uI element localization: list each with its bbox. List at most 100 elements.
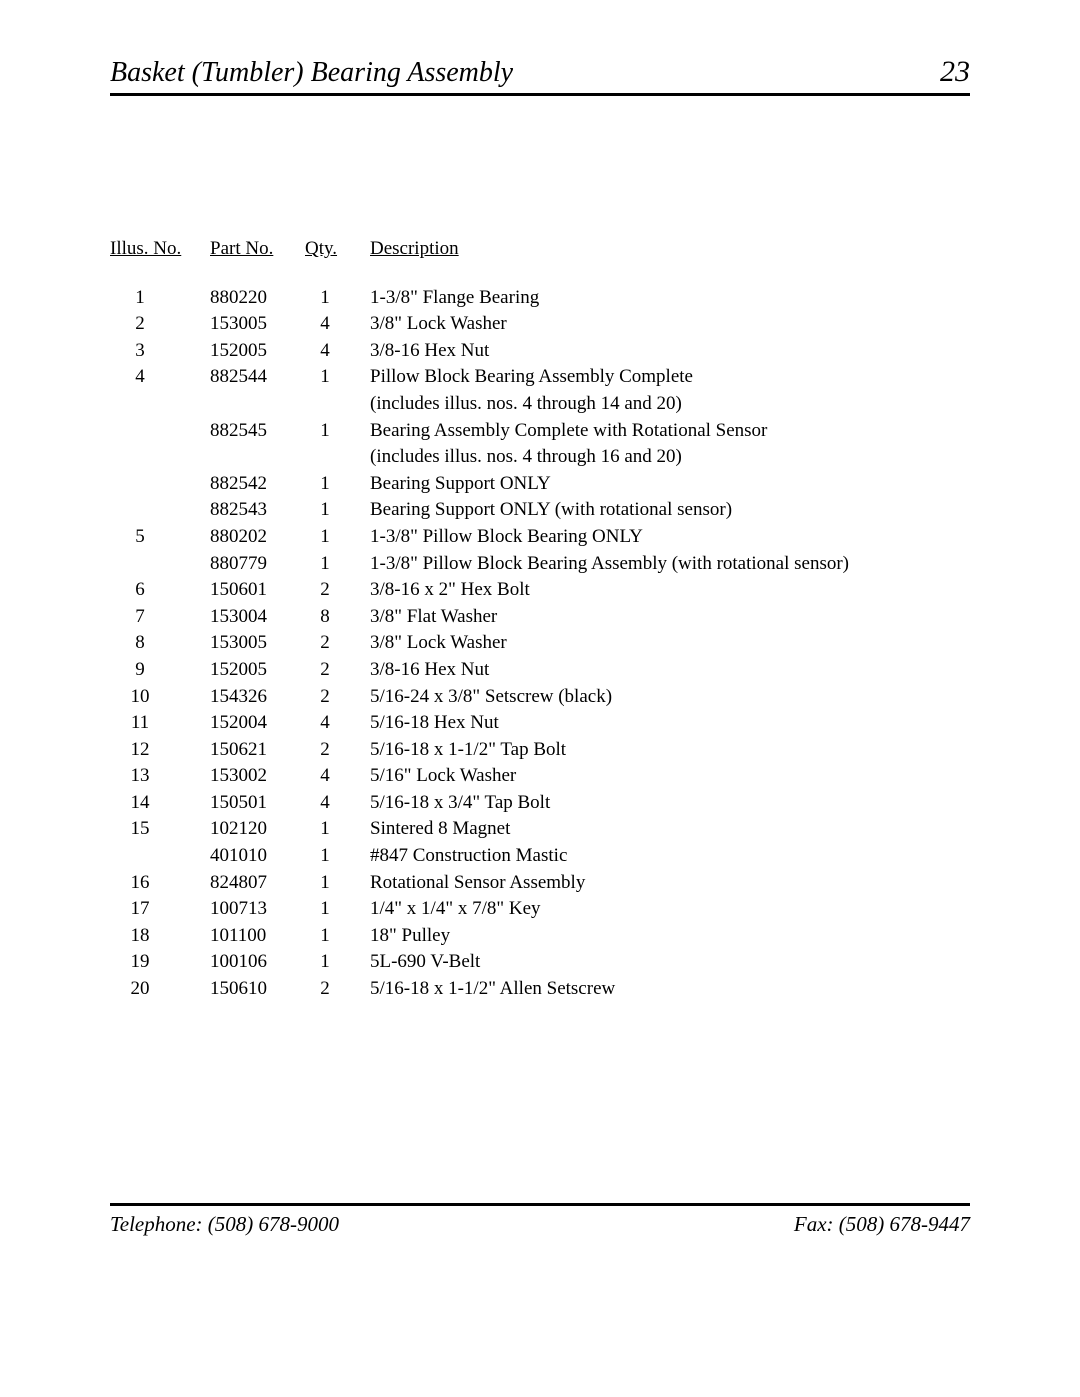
cell-qty: 1 xyxy=(305,497,370,524)
cell-desc: 3/8" Lock Washer xyxy=(370,630,970,657)
table-body: 188022011-3/8" Flange Bearing215300543/8… xyxy=(110,285,970,1003)
cell-desc: 5/16" Lock Washer xyxy=(370,763,970,790)
cell-qty: 2 xyxy=(305,657,370,684)
col-header-qty: Qty. xyxy=(305,236,370,263)
cell-part: 153005 xyxy=(210,630,305,657)
table-row: 4010101#847 Construction Mastic xyxy=(110,843,970,870)
cell-part: 880220 xyxy=(210,285,305,312)
cell-desc: #847 Construction Mastic xyxy=(370,843,970,870)
table-header-row: Illus. No. Part No. Qty. Description xyxy=(110,236,970,263)
cell-qty: 1 xyxy=(305,524,370,551)
table-row: 8825421Bearing Support ONLY xyxy=(110,471,970,498)
cell-part: 102120 xyxy=(210,816,305,843)
cell-part: 152004 xyxy=(210,710,305,737)
table-row: 1710071311/4" x 1/4" x 7/8" Key xyxy=(110,896,970,923)
table-row: (includes illus. nos. 4 through 14 and 2… xyxy=(110,391,970,418)
cell-qty: 2 xyxy=(305,577,370,604)
cell-desc: 5/16-18 x 1-1/2" Allen Setscrew xyxy=(370,976,970,1003)
col-header-desc: Description xyxy=(370,236,970,263)
table-row: 215300543/8" Lock Washer xyxy=(110,311,970,338)
cell-part: 152005 xyxy=(210,338,305,365)
cell-part: 153005 xyxy=(210,311,305,338)
col-header-part: Part No. xyxy=(210,236,305,263)
cell-illus: 14 xyxy=(110,790,210,817)
cell-qty xyxy=(305,444,370,471)
cell-part: 153004 xyxy=(210,604,305,631)
cell-qty: 1 xyxy=(305,364,370,391)
cell-qty: 2 xyxy=(305,684,370,711)
cell-part: 150610 xyxy=(210,976,305,1003)
cell-illus: 8 xyxy=(110,630,210,657)
footer-telephone: Telephone: (508) 678-9000 xyxy=(110,1212,339,1237)
cell-qty: 1 xyxy=(305,949,370,976)
cell-desc: Bearing Support ONLY xyxy=(370,471,970,498)
cell-qty: 1 xyxy=(305,843,370,870)
col-header-illus: Illus. No. xyxy=(110,236,210,263)
cell-illus: 3 xyxy=(110,338,210,365)
cell-desc: 5/16-18 Hex Nut xyxy=(370,710,970,737)
cell-part: 150601 xyxy=(210,577,305,604)
cell-illus: 11 xyxy=(110,710,210,737)
cell-part: 880202 xyxy=(210,524,305,551)
table-row: 588020211-3/8" Pillow Block Bearing ONLY xyxy=(110,524,970,551)
table-row: (includes illus. nos. 4 through 16 and 2… xyxy=(110,444,970,471)
table-row: 1215062125/16-18 x 1-1/2" Tap Bolt xyxy=(110,737,970,764)
cell-qty xyxy=(305,391,370,418)
page-number: 23 xyxy=(940,55,970,89)
cell-part xyxy=(210,444,305,471)
cell-qty: 4 xyxy=(305,338,370,365)
page-header: Basket (Tumbler) Bearing Assembly 23 xyxy=(110,55,970,96)
cell-illus xyxy=(110,843,210,870)
table-row: 715300483/8" Flat Washer xyxy=(110,604,970,631)
table-row: 151021201Sintered 8 Magnet xyxy=(110,816,970,843)
cell-part: 100713 xyxy=(210,896,305,923)
parts-table: Illus. No. Part No. Qty. Description 188… xyxy=(110,236,970,1003)
cell-illus: 13 xyxy=(110,763,210,790)
table-row: 18101100118" Pulley xyxy=(110,923,970,950)
table-row: 1115200445/16-18 Hex Nut xyxy=(110,710,970,737)
cell-illus: 2 xyxy=(110,311,210,338)
cell-desc: 3/8" Lock Washer xyxy=(370,311,970,338)
cell-qty: 2 xyxy=(305,976,370,1003)
cell-illus: 7 xyxy=(110,604,210,631)
table-row: 88077911-3/8" Pillow Block Bearing Assem… xyxy=(110,551,970,578)
cell-part: 882545 xyxy=(210,418,305,445)
table-row: 1910010615L-690 V-Belt xyxy=(110,949,970,976)
cell-qty: 2 xyxy=(305,630,370,657)
cell-desc: 3/8-16 Hex Nut xyxy=(370,657,970,684)
cell-desc: Rotational Sensor Assembly xyxy=(370,870,970,897)
cell-qty: 1 xyxy=(305,816,370,843)
cell-part: 401010 xyxy=(210,843,305,870)
cell-part: 882543 xyxy=(210,497,305,524)
table-row: 815300523/8" Lock Washer xyxy=(110,630,970,657)
table-row: 1315300245/16" Lock Washer xyxy=(110,763,970,790)
cell-illus: 6 xyxy=(110,577,210,604)
table-row: 2015061025/16-18 x 1-1/2" Allen Setscrew xyxy=(110,976,970,1003)
cell-part: 882544 xyxy=(210,364,305,391)
cell-part xyxy=(210,391,305,418)
cell-illus: 9 xyxy=(110,657,210,684)
page-footer: Telephone: (508) 678-9000 Fax: (508) 678… xyxy=(110,1203,970,1237)
table-row: 48825441Pillow Block Bearing Assembly Co… xyxy=(110,364,970,391)
table-row: 615060123/8-16 x 2" Hex Bolt xyxy=(110,577,970,604)
cell-illus: 20 xyxy=(110,976,210,1003)
cell-illus xyxy=(110,551,210,578)
cell-desc: 3/8" Flat Washer xyxy=(370,604,970,631)
cell-desc: (includes illus. nos. 4 through 16 and 2… xyxy=(370,444,970,471)
cell-illus: 16 xyxy=(110,870,210,897)
cell-qty: 1 xyxy=(305,418,370,445)
cell-illus xyxy=(110,471,210,498)
cell-illus: 15 xyxy=(110,816,210,843)
cell-qty: 1 xyxy=(305,870,370,897)
cell-part: 153002 xyxy=(210,763,305,790)
cell-illus: 12 xyxy=(110,737,210,764)
cell-illus: 18 xyxy=(110,923,210,950)
cell-desc: Pillow Block Bearing Assembly Complete xyxy=(370,364,970,391)
cell-desc: 5/16-18 x 1-1/2" Tap Bolt xyxy=(370,737,970,764)
cell-qty: 4 xyxy=(305,710,370,737)
cell-desc: 1-3/8" Pillow Block Bearing ONLY xyxy=(370,524,970,551)
cell-qty: 4 xyxy=(305,790,370,817)
cell-illus: 17 xyxy=(110,896,210,923)
cell-desc: Bearing Support ONLY (with rotational se… xyxy=(370,497,970,524)
cell-desc: 3/8-16 Hex Nut xyxy=(370,338,970,365)
